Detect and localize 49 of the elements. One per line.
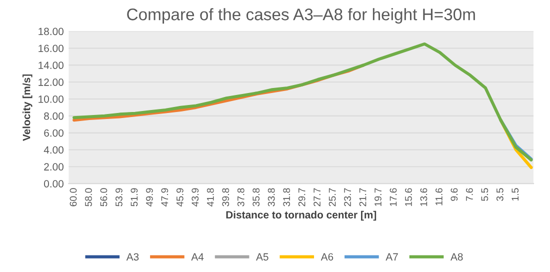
y-tick-label: 2.00 [44,163,64,171]
x-tick-label: 43.9 [192,188,199,206]
x-tick-label: 33.8 [268,188,275,206]
x-axis-title: Distance to tornado center [m] [226,210,376,221]
chart-title: Compare of the cases A3–A8 for height H=30m [127,8,475,24]
x-tick-label: 56.0 [100,188,108,206]
x-tick-label: 49.9 [146,188,153,206]
legend-label: A7 [386,253,398,260]
y-axis-title: Velocity [m/s] [22,74,32,141]
legend-label: A6 [320,253,334,261]
y-tick-label: 18.00 [38,28,64,36]
x-tick-label: 35.8 [252,188,260,206]
x-tick-label: 58.0 [85,188,92,206]
legend-label: A8 [450,253,463,261]
x-tick-label: 17.6 [390,188,397,206]
x-tick-label: 53.9 [116,188,122,206]
y-tick-label: 16.00 [38,44,64,52]
legend-label: A4 [191,253,204,260]
x-tick-label: 13.6 [420,188,428,206]
x-tick-label: 1.5 [512,188,519,201]
y-tick-label: 6.00 [44,129,64,137]
x-tick-label: 9.6 [450,188,458,201]
y-tick-label: 4.00 [44,146,64,154]
y-tick-label: 0.00 [44,180,64,188]
x-tick-label: 29.7 [298,188,306,206]
x-tick-label: 51.9 [130,188,138,206]
legend-label: A3 [126,253,139,261]
x-tick-label: 47.9 [161,188,168,206]
x-tick-label: 41.8 [206,188,214,206]
y-tick-label: 8.00 [44,112,64,120]
x-tick-label: 7.6 [466,188,473,201]
x-tick-label: 25.7 [328,188,336,206]
x-tick-label: 15.6 [405,188,412,206]
y-tick-label: 12.00 [38,78,64,86]
x-tick-label: 19.7 [374,188,382,206]
x-tick-label: 5.5 [481,188,488,201]
x-tick-label: 27.7 [314,188,320,206]
x-tick-label: 60.0 [70,188,77,206]
x-tick-label: 31.8 [283,188,290,206]
x-tick-label: 37.8 [237,188,244,206]
x-tick-label: 3.5 [496,188,504,201]
x-tick-label: 23.7 [344,188,351,206]
y-tick-label: 10.00 [38,95,64,103]
x-tick-label: 11.6 [436,188,442,206]
x-tick-label: 21.7 [359,188,366,206]
y-tick-label: 14.00 [38,62,64,70]
x-tick-label: 45.9 [176,188,184,206]
x-tick-label: 39.8 [222,188,230,206]
legend-label: A5 [256,253,268,261]
